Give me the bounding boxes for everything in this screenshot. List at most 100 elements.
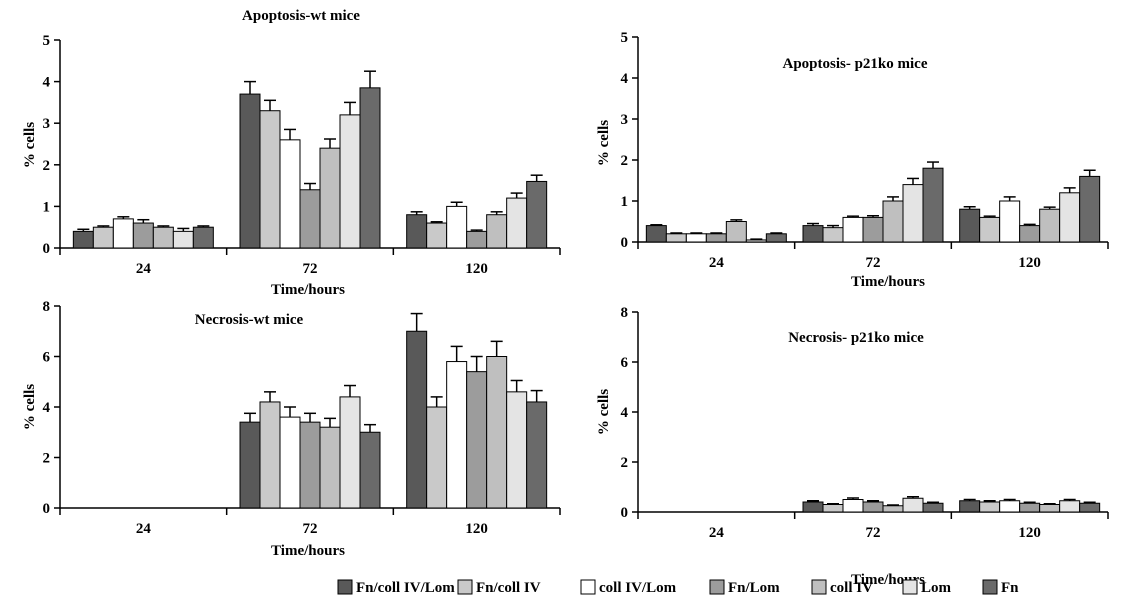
bar — [72, 230, 94, 249]
legend-label: coll IV/Lom — [599, 580, 677, 596]
bar — [152, 226, 174, 249]
y-tick-label: 4 — [621, 405, 629, 421]
y-tick-label: 4 — [621, 71, 629, 87]
chart-panel-2: Apoptosis- p21ko mice % cells Time/hours 0 1… — [596, 30, 1109, 290]
y-tick-label: 0 — [43, 241, 51, 257]
x-category-label: 120 — [1018, 255, 1041, 271]
y-tick-label: 0 — [621, 235, 629, 251]
bar — [645, 225, 667, 243]
legend-label: Fn/coll IV/Lom — [356, 580, 455, 596]
x-category-label: 24 — [136, 521, 152, 537]
x-category-label: 72 — [303, 261, 318, 277]
bar — [1079, 175, 1101, 243]
bar — [922, 167, 944, 243]
bar — [486, 356, 508, 509]
bar — [665, 233, 687, 243]
x-category-label: 120 — [1018, 525, 1041, 541]
bar — [842, 499, 864, 513]
bar — [959, 500, 981, 513]
y-tick-label: 4 — [43, 75, 51, 91]
bar — [319, 426, 341, 509]
bar — [999, 500, 1021, 513]
y-tick-label: 4 — [43, 400, 51, 416]
legend-swatch — [337, 579, 353, 595]
y-tick-label: 1 — [621, 194, 629, 210]
bar — [882, 200, 904, 243]
bar — [1019, 225, 1041, 243]
bar — [466, 371, 488, 509]
bar — [1039, 504, 1061, 513]
x-category-label: 24 — [709, 525, 725, 541]
bar — [466, 230, 488, 249]
bar — [446, 361, 468, 509]
bar — [902, 184, 924, 243]
x-category-label: 120 — [465, 521, 488, 537]
legend: Fn/coll IV/Lom Fn/coll IV coll IV/Lom Fn/Lo… — [337, 579, 1019, 596]
bar — [426, 222, 448, 249]
legend-swatch — [811, 579, 827, 595]
chart-title: Apoptosis-wt mice — [242, 8, 360, 24]
bar — [339, 396, 361, 509]
legend-label: Fn — [1001, 580, 1019, 596]
bar — [359, 431, 381, 509]
bar — [922, 502, 944, 513]
bar — [862, 501, 884, 513]
x-category-label: 72 — [866, 525, 881, 541]
bar — [1079, 502, 1101, 513]
bar — [299, 189, 321, 249]
chart-title: Necrosis- p21ko mice — [788, 330, 924, 346]
bar — [822, 504, 844, 513]
bar — [745, 239, 767, 243]
legend-label: coll IV — [830, 580, 873, 596]
bar — [259, 110, 281, 249]
y-tick-label: 5 — [621, 30, 629, 46]
bar — [132, 222, 154, 249]
bar — [902, 497, 924, 513]
y-tick-label: 2 — [43, 158, 51, 174]
y-tick-label: 0 — [621, 505, 629, 521]
chart-panel-3: Necrosis-wt mice% cellsTime/hours0246824… — [22, 299, 561, 559]
legend-swatch — [902, 579, 918, 595]
bar — [979, 216, 1001, 243]
x-category-label: 24 — [136, 261, 152, 277]
x-axis-label: Time/hours — [271, 543, 345, 559]
y-tick-label: 3 — [43, 116, 51, 132]
legend-swatch — [709, 579, 725, 595]
legend-label: Fn/coll IV — [476, 580, 541, 596]
bar — [842, 216, 864, 243]
bar — [1019, 502, 1041, 513]
y-tick-label: 8 — [43, 299, 51, 315]
y-tick-label: 1 — [43, 199, 51, 215]
legend-swatch — [457, 579, 473, 595]
legend-swatch — [982, 579, 998, 595]
bar — [279, 416, 301, 509]
y-tick-label: 0 — [43, 501, 51, 517]
bar — [359, 87, 381, 249]
bar — [802, 225, 824, 243]
bar — [1039, 208, 1061, 243]
x-category-label: 24 — [709, 255, 725, 271]
bar — [239, 93, 261, 249]
bar — [862, 216, 884, 243]
bar — [486, 214, 508, 249]
legend-swatch — [580, 579, 596, 595]
bar — [406, 214, 428, 249]
y-tick-label: 5 — [43, 33, 51, 49]
chart-panel-4: Necrosis- p21ko mice% cellsTime/hours024… — [596, 305, 1109, 588]
bar — [979, 501, 1001, 513]
chart-title: Apoptosis- p21ko mice — [782, 56, 927, 72]
bar — [92, 226, 114, 249]
bar — [765, 233, 787, 243]
bar — [882, 505, 904, 513]
bar — [802, 501, 824, 513]
x-category-label: 120 — [465, 261, 488, 277]
bar — [172, 230, 194, 249]
bar — [112, 218, 134, 249]
bar — [299, 421, 321, 509]
y-tick-label: 3 — [621, 112, 629, 128]
y-axis-label: % cells — [596, 389, 612, 435]
y-tick-label: 2 — [621, 455, 629, 471]
bar — [339, 114, 361, 249]
bar — [192, 226, 214, 249]
